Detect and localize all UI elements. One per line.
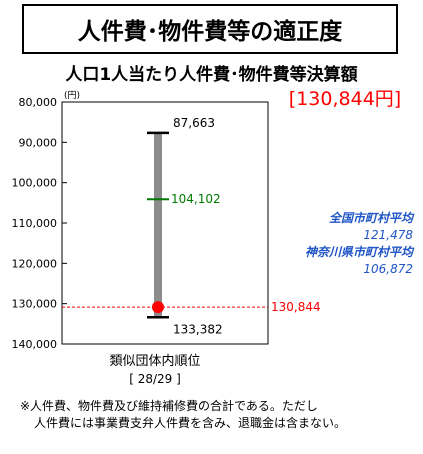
y-tick-label: 80,000 — [19, 96, 58, 109]
value-display: [130,844円] — [288, 88, 402, 110]
footnote-line-1: ※人件費、物件費及び維持補修費の合計である。ただし — [20, 399, 318, 413]
y-tick-label: 100,000 — [12, 177, 58, 190]
chart-subtitle: 人口1人当たり人件費･物件費等決算額 — [65, 65, 358, 85]
range-min-label: 87,663 — [173, 116, 215, 130]
range-bar — [154, 132, 162, 318]
prefecture-average-value: 106,872 — [363, 262, 413, 276]
plot-frame — [61, 101, 269, 345]
y-tick-label: 140,000 — [12, 338, 58, 351]
footnote-line-2: 人件費には事業費支弁人件費を含み、退職金は含まない。 — [34, 416, 347, 430]
page-title: 人件費･物件費等の適正度 — [22, 4, 398, 54]
y-tick-label: 110,000 — [12, 217, 58, 230]
prefecture-average-label: 神奈川県市町村平均 — [304, 245, 413, 259]
rank-label: 類似団体内順位 — [109, 354, 201, 369]
national-average-value: 121,478 — [363, 228, 413, 242]
y-tick-label: 130,000 — [12, 298, 58, 311]
average-stats: 全国市町村平均 121,478 神奈川県市町村平均 106,872 — [268, 210, 413, 278]
y-tick-label: 120,000 — [12, 257, 58, 270]
average-label: 104,102 — [171, 192, 221, 206]
value-point — [152, 301, 164, 314]
national-average-label: 全国市町村平均 — [328, 211, 413, 225]
rank-value: [ 28/29 ] — [129, 372, 181, 386]
y-unit-label: (円) — [64, 90, 80, 101]
y-tick-label: 90,000 — [19, 136, 58, 149]
footnote: ※人件費、物件費及び維持補修費の合計である。ただし 人件費には事業費支弁人件費を… — [20, 398, 420, 432]
range-max-label: 133,382 — [173, 322, 223, 336]
value-label: 130,844 — [271, 300, 321, 314]
